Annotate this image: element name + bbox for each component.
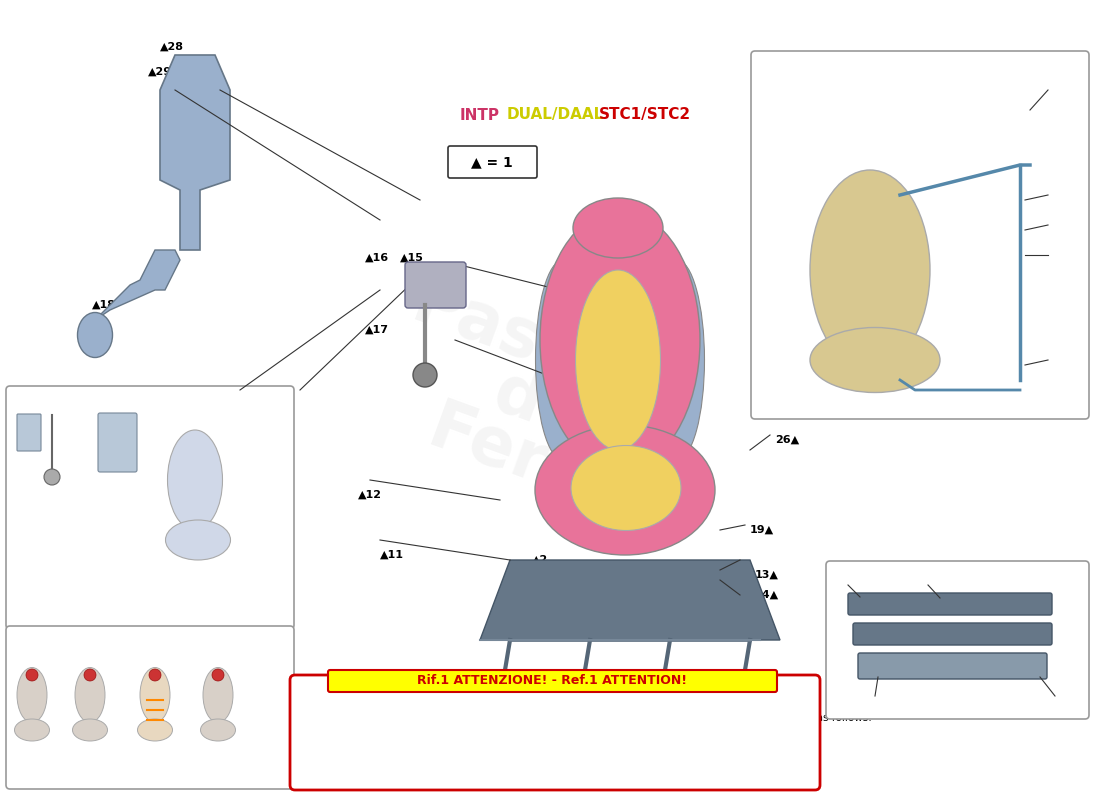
FancyBboxPatch shape	[858, 653, 1047, 679]
FancyBboxPatch shape	[751, 51, 1089, 419]
Text: INTP: INTP	[460, 107, 500, 122]
Ellipse shape	[165, 520, 231, 560]
FancyBboxPatch shape	[848, 593, 1052, 615]
Text: When ordering the complete seat, specify the option code for the Cavallino logo : When ordering the complete seat, specify…	[308, 713, 872, 723]
Circle shape	[44, 469, 60, 485]
FancyBboxPatch shape	[6, 386, 294, 629]
Circle shape	[84, 669, 96, 681]
Ellipse shape	[138, 719, 173, 741]
Text: : cavallino piccolo ricamato - small embroidered Cavallino logo: : cavallino piccolo ricamato - small emb…	[330, 747, 659, 757]
Text: ▲16: ▲16	[365, 253, 389, 263]
Ellipse shape	[571, 446, 681, 530]
Text: : cavallino piccolo stampato - small embossed Cavallino logo: : cavallino piccolo stampato - small emb…	[330, 730, 652, 740]
Text: ▲29: ▲29	[148, 67, 172, 77]
Text: 20▲: 20▲	[42, 397, 65, 407]
Text: Losangato
Style: Losangato Style	[67, 758, 112, 778]
FancyBboxPatch shape	[328, 670, 777, 692]
Text: Rif.1 ATTENZIONE! - Ref.1 ATTENTION!: Rif.1 ATTENZIONE! - Ref.1 ATTENTION!	[417, 674, 688, 687]
Text: 5: 5	[920, 573, 927, 583]
Text: 25▲: 25▲	[18, 397, 41, 407]
Ellipse shape	[140, 667, 170, 722]
Ellipse shape	[75, 667, 104, 722]
Text: 9: 9	[1070, 95, 1078, 105]
Text: del: del	[484, 359, 616, 461]
Text: 8: 8	[1055, 220, 1063, 230]
Ellipse shape	[14, 719, 50, 741]
Text: 30: 30	[1048, 355, 1064, 365]
Ellipse shape	[77, 313, 112, 358]
FancyBboxPatch shape	[6, 626, 294, 789]
Text: ▲17: ▲17	[365, 325, 389, 335]
Circle shape	[148, 669, 161, 681]
Circle shape	[412, 363, 437, 387]
Ellipse shape	[167, 430, 222, 530]
Ellipse shape	[73, 719, 108, 741]
Ellipse shape	[540, 210, 700, 470]
Text: Blackbone
Style: Blackbone Style	[196, 758, 241, 778]
Text: 13▲: 13▲	[726, 570, 750, 580]
Ellipse shape	[649, 260, 704, 460]
Ellipse shape	[573, 198, 663, 258]
Polygon shape	[480, 560, 780, 640]
Text: EMPH: EMPH	[308, 747, 342, 757]
FancyBboxPatch shape	[16, 414, 41, 451]
Text: 24▲: 24▲	[70, 397, 92, 407]
Circle shape	[26, 669, 39, 681]
Text: 23▲: 23▲	[98, 397, 121, 407]
Text: ▲ = 1: ▲ = 1	[471, 155, 513, 169]
Ellipse shape	[810, 170, 930, 370]
Text: 22▲: 22▲	[85, 605, 108, 615]
FancyBboxPatch shape	[852, 623, 1052, 645]
FancyBboxPatch shape	[448, 146, 537, 178]
Ellipse shape	[810, 327, 940, 393]
Text: 4: 4	[868, 695, 876, 705]
Text: 1CAV: 1CAV	[308, 730, 338, 740]
FancyBboxPatch shape	[405, 262, 466, 308]
Text: Ferrari: Ferrari	[419, 395, 681, 545]
Text: Daytona
Style: Daytona Style	[136, 758, 173, 778]
FancyBboxPatch shape	[290, 675, 820, 790]
Text: All'ordine del sedile completo, specificare la sigla optional cavallino dell'app: All'ordine del sedile completo, specific…	[308, 696, 766, 706]
Text: ▲18: ▲18	[92, 300, 116, 310]
Text: ▲11: ▲11	[379, 550, 404, 560]
Ellipse shape	[575, 270, 660, 450]
Text: ▲27: ▲27	[548, 695, 572, 705]
Text: ▲12: ▲12	[358, 490, 382, 500]
Text: STP1/STP2: STP1/STP2	[118, 635, 192, 649]
Text: 19▲: 19▲	[750, 525, 774, 535]
Ellipse shape	[536, 260, 591, 460]
Text: 7: 7	[1055, 190, 1063, 200]
Ellipse shape	[200, 719, 235, 741]
Circle shape	[212, 669, 224, 681]
Ellipse shape	[535, 425, 715, 555]
Text: 21▲: 21▲	[25, 605, 47, 615]
Text: 26▲: 26▲	[776, 435, 799, 445]
Text: 14▲: 14▲	[755, 590, 779, 600]
FancyBboxPatch shape	[98, 413, 138, 472]
Text: STC1/STC2: STC1/STC2	[598, 107, 691, 122]
Text: 9: 9	[1055, 250, 1063, 260]
Polygon shape	[160, 55, 230, 250]
Text: 10: 10	[1052, 80, 1067, 90]
Polygon shape	[95, 250, 180, 320]
Text: ▲15: ▲15	[400, 253, 424, 263]
Text: 3: 3	[843, 573, 850, 583]
Text: 13▲: 13▲	[755, 570, 779, 580]
FancyBboxPatch shape	[826, 561, 1089, 719]
Text: Standard
Style: Standard Style	[12, 758, 52, 778]
Ellipse shape	[16, 667, 47, 722]
Text: DUAL/DAAL: DUAL/DAAL	[506, 107, 604, 122]
Ellipse shape	[204, 667, 233, 722]
Text: ▲2: ▲2	[532, 555, 548, 565]
Text: Passion: Passion	[404, 270, 696, 430]
Text: ▲28: ▲28	[160, 42, 184, 52]
Text: 6: 6	[1060, 695, 1068, 705]
